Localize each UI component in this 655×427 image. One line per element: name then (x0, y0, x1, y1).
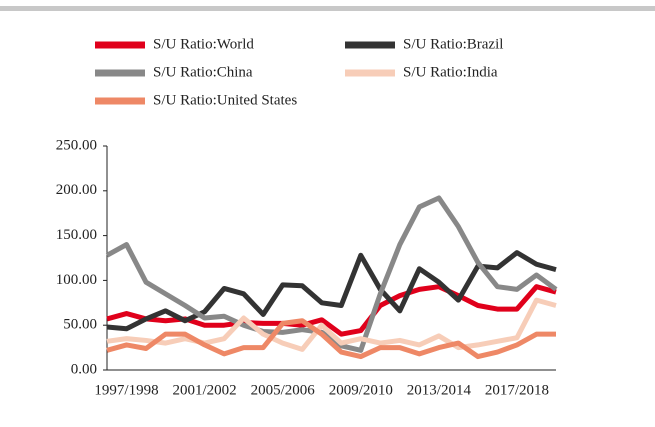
legend-label: S/U Ratio:India (403, 64, 498, 80)
legend-label: S/U Ratio:World (153, 36, 254, 52)
series-line (105, 195, 558, 353)
x-tick-label: 1997/1998 (94, 382, 158, 398)
top-bar (0, 6, 655, 11)
x-tick-label: 2009/2010 (329, 382, 393, 398)
y-tick-label: 100.00 (56, 272, 97, 288)
x-tick-label: 2001/2002 (173, 382, 237, 398)
legend-label: S/U Ratio:United States (153, 92, 297, 108)
y-tick-label: 0.00 (71, 361, 97, 377)
series-line (106, 318, 556, 360)
legend-label: S/U Ratio:Brazil (403, 36, 503, 52)
x-tick-label: 2013/2014 (407, 382, 472, 398)
x-tick-label: 2005/2006 (251, 382, 316, 398)
x-tick-label: 2017/2018 (485, 382, 549, 398)
series-line (106, 250, 557, 332)
y-tick-label: 250.00 (56, 137, 97, 153)
series-line (106, 284, 557, 337)
y-tick-label: 150.00 (56, 227, 97, 243)
y-tick-label: 50.00 (63, 317, 97, 333)
legend-label: S/U Ratio:China (153, 64, 253, 80)
series-line (106, 297, 557, 352)
y-tick-label: 200.00 (56, 182, 97, 198)
